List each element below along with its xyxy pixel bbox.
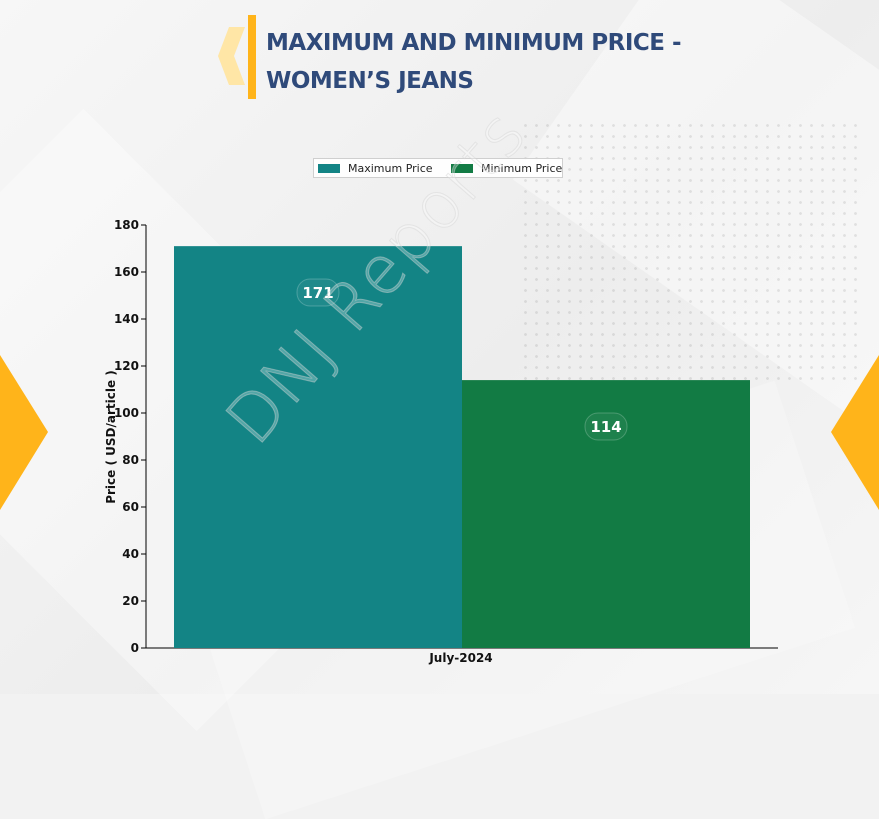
y-tick-label: 60	[122, 500, 139, 514]
legend-item-minimum-price: Minimum Price	[451, 159, 562, 177]
dot-pattern	[520, 120, 860, 380]
y-tick-label: 160	[114, 265, 139, 279]
legend-label-maximum-price: Maximum Price	[348, 161, 433, 175]
title-block: MAXIMUM AND MINIMUM PRICE - WOMEN’S JEAN…	[218, 15, 698, 105]
data-label: 171	[302, 284, 333, 302]
bar-minimum-price	[462, 380, 750, 648]
bar-chart: 0 20 40 60 80 100 120 140 160 180 171 114 July-2024 P…	[104, 218, 778, 665]
bar-maximum-price	[174, 246, 462, 648]
title-accent-bar	[248, 15, 256, 99]
y-tick-label: 20	[122, 594, 139, 608]
chevron-left-icon	[218, 27, 245, 85]
y-tick-label: 180	[114, 218, 139, 232]
legend-swatch-minimum-price	[451, 163, 473, 173]
y-tick-label: 100	[114, 406, 139, 420]
x-tick-label: July-2024	[428, 651, 492, 665]
y-tick-label: 80	[122, 453, 139, 467]
y-tick-label: 120	[114, 359, 139, 373]
data-label-badge	[584, 412, 628, 441]
legend-swatch-maximum-price	[318, 163, 340, 173]
right-chevron-icon	[831, 355, 879, 510]
y-axis-title: Price ( USD/article )	[104, 370, 118, 504]
y-tick-label: 140	[114, 312, 139, 326]
data-label-badge	[296, 278, 340, 307]
legend-label-minimum-price: Minimum Price	[481, 161, 563, 175]
data-label: 114	[590, 418, 621, 436]
title-line-1: MAXIMUM AND MINIMUM PRICE -	[266, 30, 682, 56]
y-tick-label: 40	[122, 547, 139, 561]
legend-item-maximum-price: Maximum Price	[318, 159, 433, 177]
title-line-2: WOMEN’S JEANS	[266, 68, 474, 94]
chart-legend: Maximum Price Minimum Price	[313, 158, 563, 178]
left-chevron-icon	[0, 355, 48, 510]
y-tick-label: 0	[131, 641, 139, 655]
page-title: MAXIMUM AND MINIMUM PRICE - WOMEN’S JEAN…	[266, 24, 696, 100]
